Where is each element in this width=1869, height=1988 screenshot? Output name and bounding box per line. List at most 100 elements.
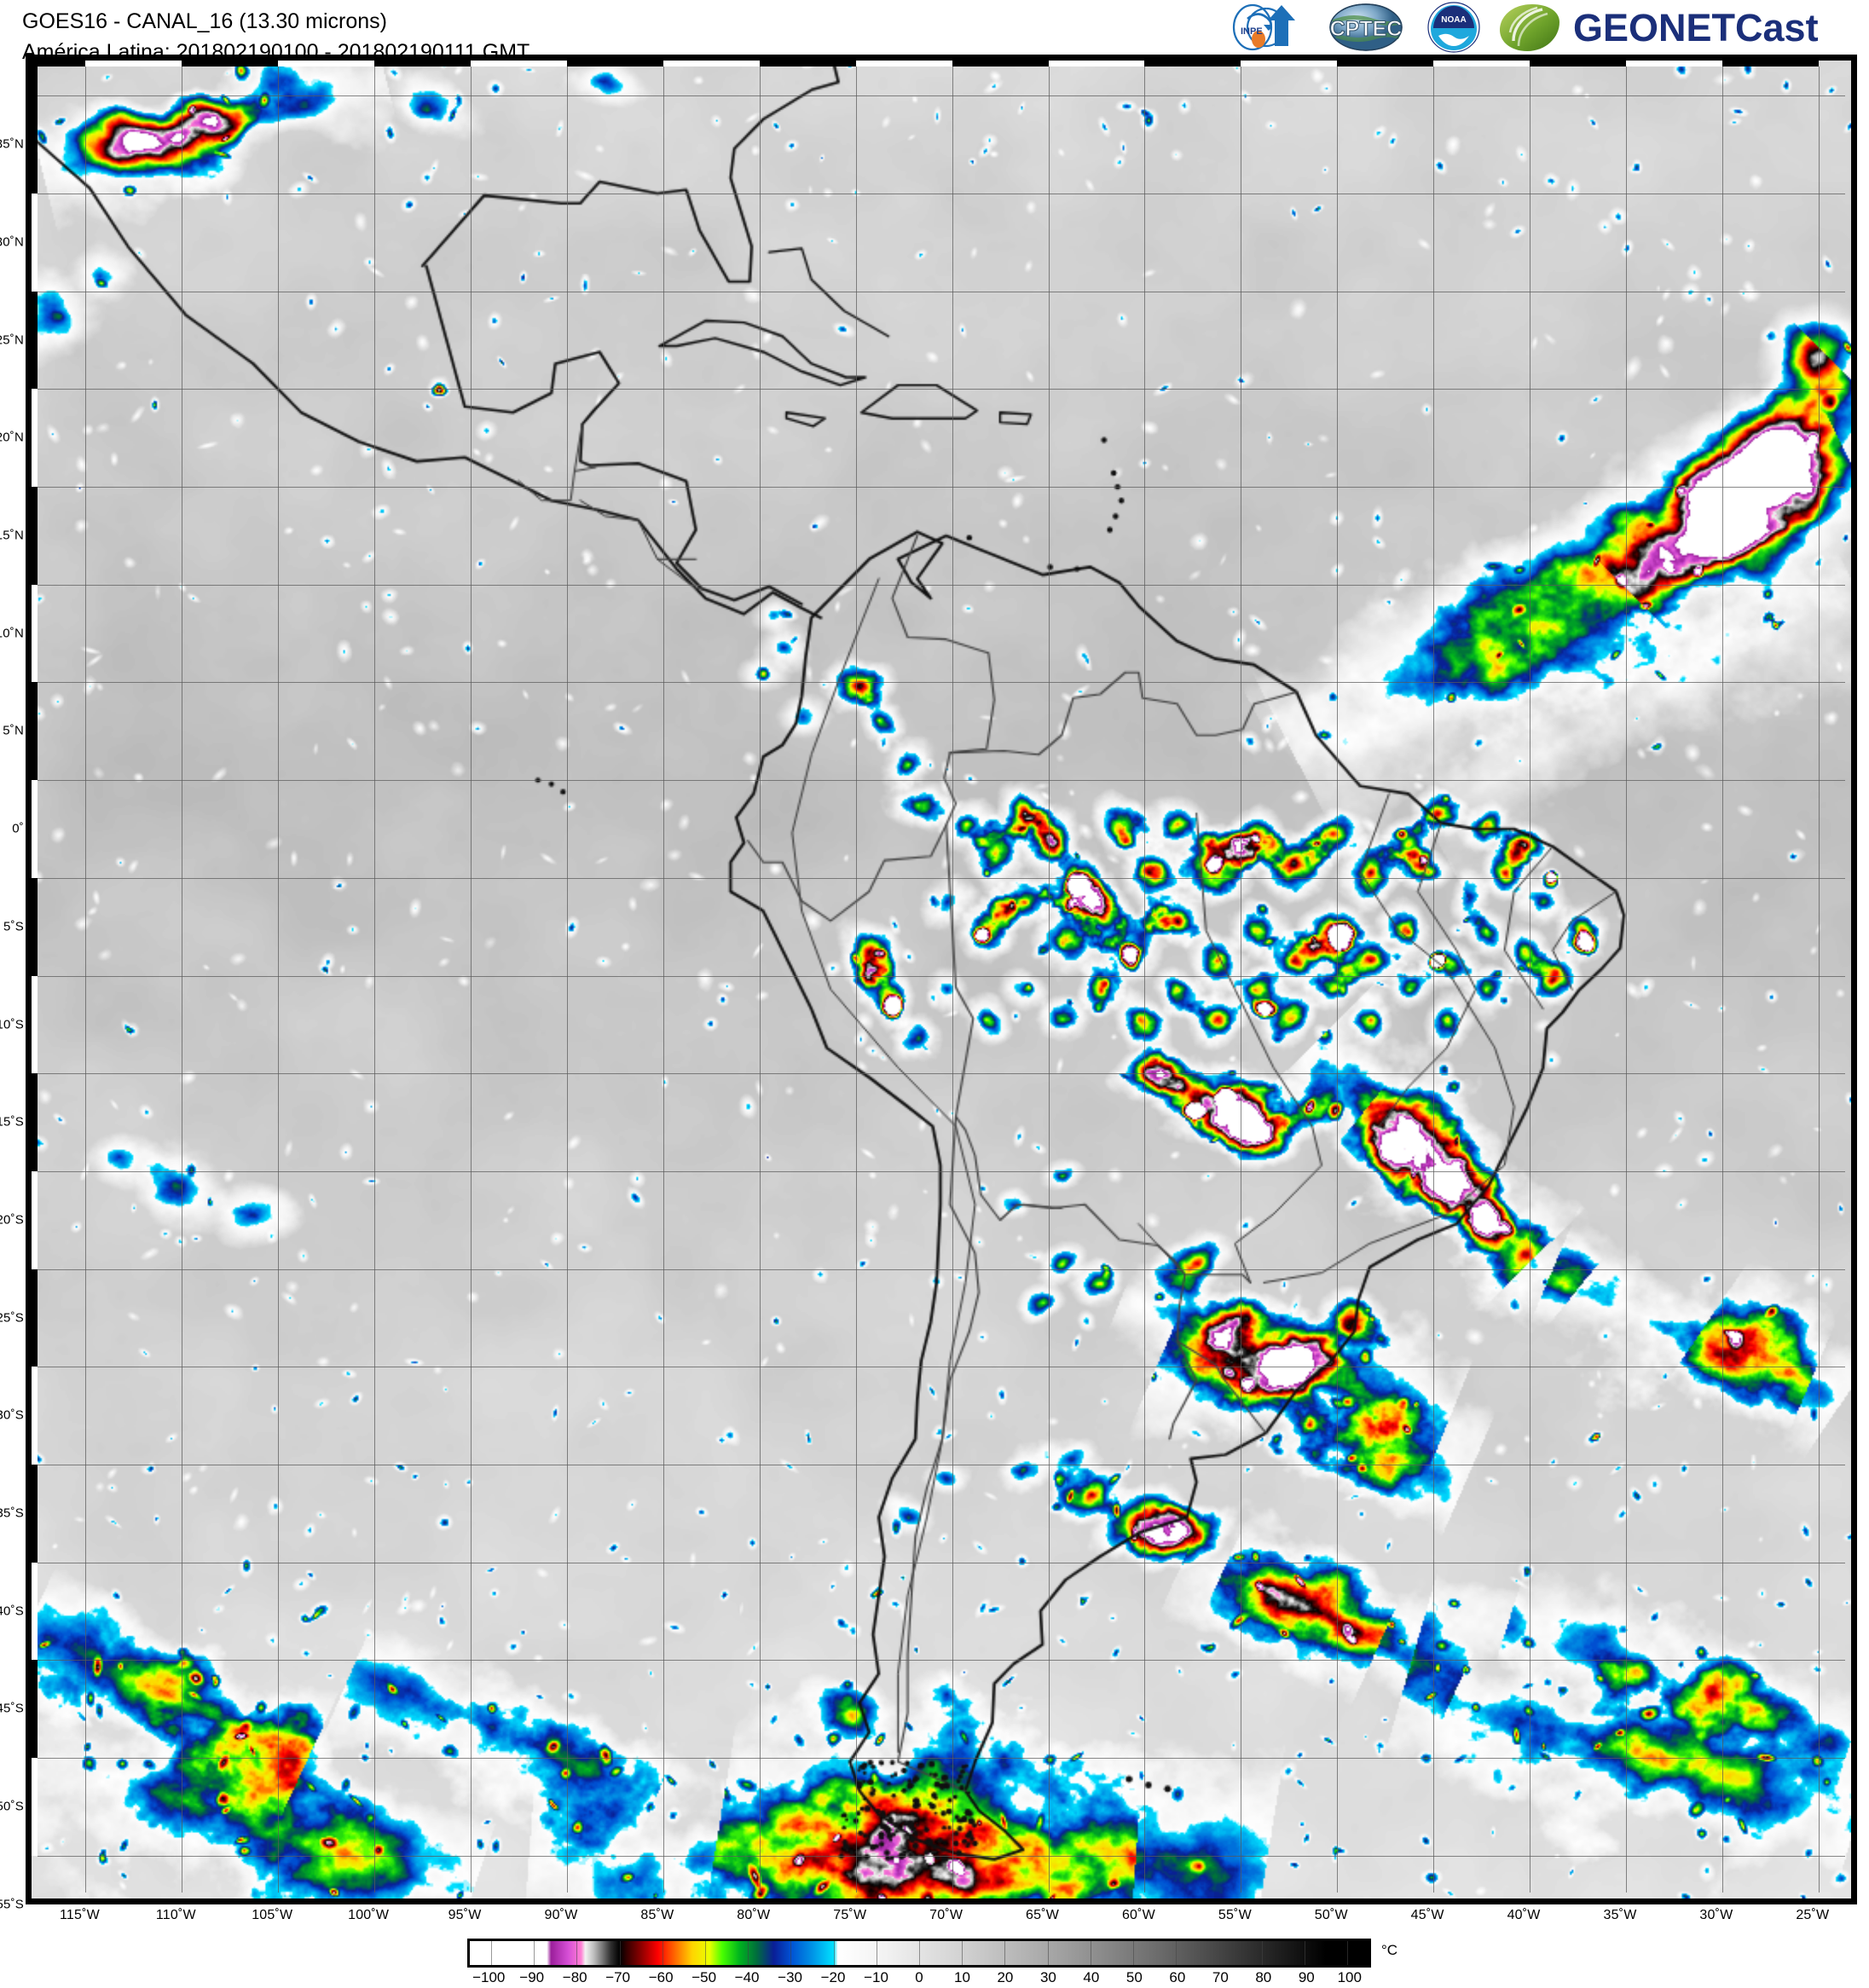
border-tick-top (1626, 61, 1722, 66)
geonetcast-logo: GEONETCast (1495, 1, 1857, 54)
lon-tick-label: 30˚W (1699, 1908, 1733, 1922)
colorbar-tick (790, 1941, 792, 1965)
lon-tick-label: 85˚W (640, 1908, 674, 1922)
lon-tick-label: 75˚W (833, 1908, 867, 1922)
svg-text:INPE: INPE (1241, 26, 1263, 37)
colorbar: −100 −90 −80 −70 −60 −50 −40 −30 −20 −10 0 10 20 30 40… (0, 1939, 1869, 1985)
border-tick-left (32, 1660, 38, 1758)
border-tick-left (32, 1170, 38, 1269)
border-tick-left (32, 487, 38, 585)
border-tick-top (1530, 61, 1626, 66)
colorbar-tick-label: −70 (605, 1969, 631, 1985)
border-tick-left (32, 1464, 38, 1563)
lat-tick-label: 50˚S (0, 1799, 24, 1814)
border-tick-left (32, 95, 38, 194)
map-area (26, 55, 1857, 1904)
lon-tick-label: 25˚W (1796, 1908, 1830, 1922)
page-title: GOES16 - CANAL_16 (13.30 microns) (22, 9, 387, 33)
lat-tick-label: 35˚S (0, 1505, 24, 1521)
border-tick-left (32, 584, 38, 683)
border-tick-top (1433, 61, 1530, 66)
colorbar-tick-label: −80 (562, 1969, 587, 1985)
colorbar-ticks: −100 −90 −80 −70 −60 −50 −40 −30 −20 −10 0 10 20 30 40… (467, 1969, 1371, 1988)
colorbar-tick-label: 90 (1298, 1969, 1315, 1985)
border-tick-top (1241, 61, 1338, 66)
colorbar-tick (705, 1941, 707, 1965)
svg-text:CPTEC: CPTEC (1330, 17, 1403, 41)
colorbar-tick (1132, 1941, 1134, 1965)
lon-tick-label: 70˚W (929, 1908, 963, 1922)
border-tick-left (32, 194, 38, 292)
colorbar-tick (576, 1941, 578, 1965)
border-tick-top (1337, 61, 1434, 66)
lon-tick-label: 35˚W (1603, 1908, 1637, 1922)
border-tick-left (32, 1562, 38, 1661)
header: GOES16 - CANAL_16 (13.30 microns) Améric… (0, 0, 1869, 64)
colorbar-tick-label: 10 (954, 1969, 970, 1985)
colorbar-tick (962, 1941, 963, 1965)
colorbar-tick-label: 20 (997, 1969, 1014, 1985)
border-tick-top (374, 61, 472, 66)
lon-tick-label: 80˚W (737, 1908, 771, 1922)
lat-tick-label: 35˚N (0, 136, 24, 152)
colorbar-tick (748, 1941, 749, 1965)
lon-tick-label: 115˚W (59, 1908, 100, 1922)
lat-tick-label: 15˚N (0, 528, 24, 543)
colorbar-tick-label: −60 (648, 1969, 674, 1985)
colorbar-tick-label: 50 (1125, 1969, 1143, 1985)
colorbar-tick-label: 80 (1255, 1969, 1272, 1985)
colorbar-tick-label: 100 (1337, 1969, 1362, 1985)
lat-tick-label: 15˚S (0, 1114, 24, 1130)
lat-tick-label: 10˚N (0, 626, 24, 641)
colorbar-tick (1047, 1941, 1049, 1965)
colorbar-tick (1004, 1941, 1006, 1965)
cptec-logo: CPTEC (1319, 1, 1413, 54)
lon-tick-label: 105˚W (252, 1908, 293, 1922)
colorbar-tick (1218, 1941, 1220, 1965)
border-tick-top (182, 61, 279, 66)
lon-tick-label: 50˚W (1314, 1908, 1348, 1922)
border-tick-left (32, 877, 38, 976)
border-tick-left (32, 1269, 38, 1367)
colorbar-tick (534, 1941, 535, 1965)
colorbar-tick-label: −30 (778, 1969, 802, 1985)
lat-tick-label: 20˚S (0, 1212, 24, 1228)
border-tick-left (32, 780, 38, 878)
lat-tick-label: 25˚N (0, 332, 24, 348)
border-tick-top (85, 61, 182, 66)
lat-tick-label: 5˚N (3, 723, 24, 738)
border-tick-left (32, 1073, 38, 1171)
lon-tick-label: 40˚W (1507, 1908, 1541, 1922)
colorbar-tick-label: −20 (820, 1969, 846, 1985)
colorbar-box (467, 1939, 1371, 1968)
colorbar-tick (1346, 1941, 1348, 1965)
colorbar-tick (491, 1941, 493, 1965)
border-tick-top (471, 61, 567, 66)
colorbar-tick-label: −100 (472, 1969, 506, 1985)
colorbar-tick-label: −90 (519, 1969, 545, 1985)
colorbar-unit-label: °C (1381, 1942, 1398, 1958)
lon-tick-label: 100˚W (348, 1908, 390, 1922)
colorbar-tick (1261, 1941, 1263, 1965)
colorbar-tick-label: −10 (864, 1969, 888, 1985)
lat-tick-label: 10˚S (0, 1017, 24, 1032)
colorbar-tick-label: 70 (1212, 1969, 1229, 1985)
border-tick-top (278, 61, 375, 66)
lon-tick-label: 65˚W (1026, 1908, 1060, 1922)
satellite-imagery (32, 61, 1851, 1898)
border-tick-top (1721, 61, 1819, 66)
lon-tick-label: 60˚W (1121, 1908, 1155, 1922)
lat-tick-label: 5˚S (3, 919, 24, 934)
colorbar-tick-label: −50 (691, 1969, 717, 1985)
lat-tick-label: 45˚S (0, 1701, 24, 1716)
lon-tick-label: 45˚W (1410, 1908, 1444, 1922)
border-tick-left (32, 1367, 38, 1465)
colorbar-tick-label: −40 (734, 1969, 760, 1985)
lon-tick-label: 110˚W (155, 1908, 196, 1922)
border-tick-left (32, 1757, 38, 1856)
colorbar-tick (619, 1941, 621, 1965)
border-tick-left (32, 291, 38, 390)
border-tick-top (663, 61, 760, 66)
lon-tick-label: 55˚W (1218, 1908, 1252, 1922)
border-tick-top (855, 61, 952, 66)
